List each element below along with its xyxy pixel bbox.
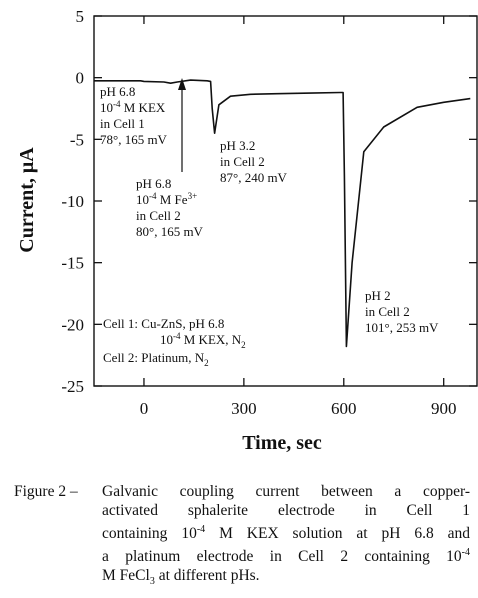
annotation-ph2: pH 2 in Cell 2 101°, 253 mV <box>365 288 439 335</box>
y-tick-label: -20 <box>61 315 84 334</box>
caption-text: Galvanic coupling current between a copp… <box>102 482 470 591</box>
exponent: -4 <box>196 524 206 535</box>
svg-text:pH 6.8: pH 6.8 <box>100 84 135 99</box>
annotation-text: M KEX, N <box>181 332 242 347</box>
svg-text:10-4 M Fe3+: 10-4 M Fe3+ <box>136 191 197 207</box>
svg-text:in Cell 2: in Cell 2 <box>365 304 410 319</box>
x-tick-label: 300 <box>231 399 257 418</box>
exponent: -4 <box>113 99 121 109</box>
series-line-current <box>94 79 471 348</box>
x-tick-label: 900 <box>431 399 457 418</box>
caption-line: a platinum electrode in Cell 2 containin… <box>102 547 470 566</box>
svg-text:10-4 M KEX, N2: 10-4 M KEX, N2 <box>160 331 246 350</box>
svg-text:101°, 253 mV: 101°, 253 mV <box>365 320 439 335</box>
caption-line: Galvanic coupling current between a copp… <box>102 483 470 500</box>
annotation-cell-conditions: Cell 1: Cu-ZnS, pH 6.8 10-4 M KEX, N2 Ce… <box>103 316 246 368</box>
x-tick-label: 0 <box>140 399 149 418</box>
annotation-text: 10 <box>160 332 173 347</box>
svg-text:in Cell 2: in Cell 2 <box>220 154 265 169</box>
exponent: -4 <box>173 331 181 341</box>
galvanic-current-chart: 50-5-10-15-20-25 0 300 600 900 Current, μA … <box>16 7 478 454</box>
svg-text:pH 2: pH 2 <box>365 288 391 303</box>
svg-text:in Cell 2: in Cell 2 <box>136 208 181 223</box>
caption-line: activated sphalerite electrode in Cell 1 <box>102 502 470 519</box>
annotation-fe-addition: pH 6.8 10-4 M Fe3+ in Cell 2 80°, 165 mV <box>136 176 204 239</box>
exponent: -4 <box>461 547 470 559</box>
svg-text:Cell 1: Cu-ZnS, pH 6.8: Cell 1: Cu-ZnS, pH 6.8 <box>103 316 224 331</box>
svg-text:78°, 165 mV: 78°, 165 mV <box>100 132 168 147</box>
y-tick-label: -25 <box>61 377 84 396</box>
annotation-text: M KEX <box>121 100 166 115</box>
y-tick-label: -5 <box>70 130 84 149</box>
y-axis-title: Current, μA <box>16 147 38 253</box>
y-tick-label: 0 <box>76 69 85 88</box>
annotation-text: 10 <box>100 100 113 115</box>
svg-text:pH 6.8: pH 6.8 <box>136 176 171 191</box>
x-axis-ticks: 0 300 600 900 <box>140 16 457 418</box>
subscript: 2 <box>204 358 209 368</box>
x-axis-title: Time, sec <box>242 432 322 454</box>
subscript: 2 <box>241 340 246 350</box>
exponent: -4 <box>149 191 157 201</box>
caption-line: containing 10-4 M KEX solution at pH 6.8… <box>102 524 470 543</box>
x-tick-label: 600 <box>331 399 357 418</box>
annotation-kex-addition: pH 6.8 10-4 M KEX in Cell 1 78°, 165 mV <box>100 84 168 147</box>
caption-label: Figure 2 – <box>14 483 78 500</box>
y-tick-label: -15 <box>61 254 84 273</box>
svg-text:80°, 165 mV: 80°, 165 mV <box>136 224 204 239</box>
annotation-text: M Fe <box>157 192 188 207</box>
svg-text:10-4 M KEX: 10-4 M KEX <box>100 99 166 115</box>
svg-text:in Cell 1: in Cell 1 <box>100 116 145 131</box>
superscript: 3+ <box>188 191 198 201</box>
y-axis-ticks: 5 0 -5 -10 -15 -20 -25 <box>61 7 477 396</box>
subscript: 3 <box>149 576 155 588</box>
svg-text:Cell 2: Platinum, N2: Cell 2: Platinum, N2 <box>103 350 209 368</box>
annotation-text: Cell 2: Platinum, N <box>103 350 205 365</box>
svg-text:87°, 240 mV: 87°, 240 mV <box>220 170 288 185</box>
svg-text:pH 3.2: pH 3.2 <box>220 138 255 153</box>
caption-line: M FeCl3 at different pHs. <box>102 567 260 588</box>
y-tick-label: -10 <box>61 192 84 211</box>
annotation-ph32: pH 3.2 in Cell 2 87°, 240 mV <box>220 138 288 185</box>
y-tick-label: 5 <box>76 7 85 26</box>
fe-addition-arrowhead <box>178 78 186 90</box>
annotation-text: 10 <box>136 192 149 207</box>
